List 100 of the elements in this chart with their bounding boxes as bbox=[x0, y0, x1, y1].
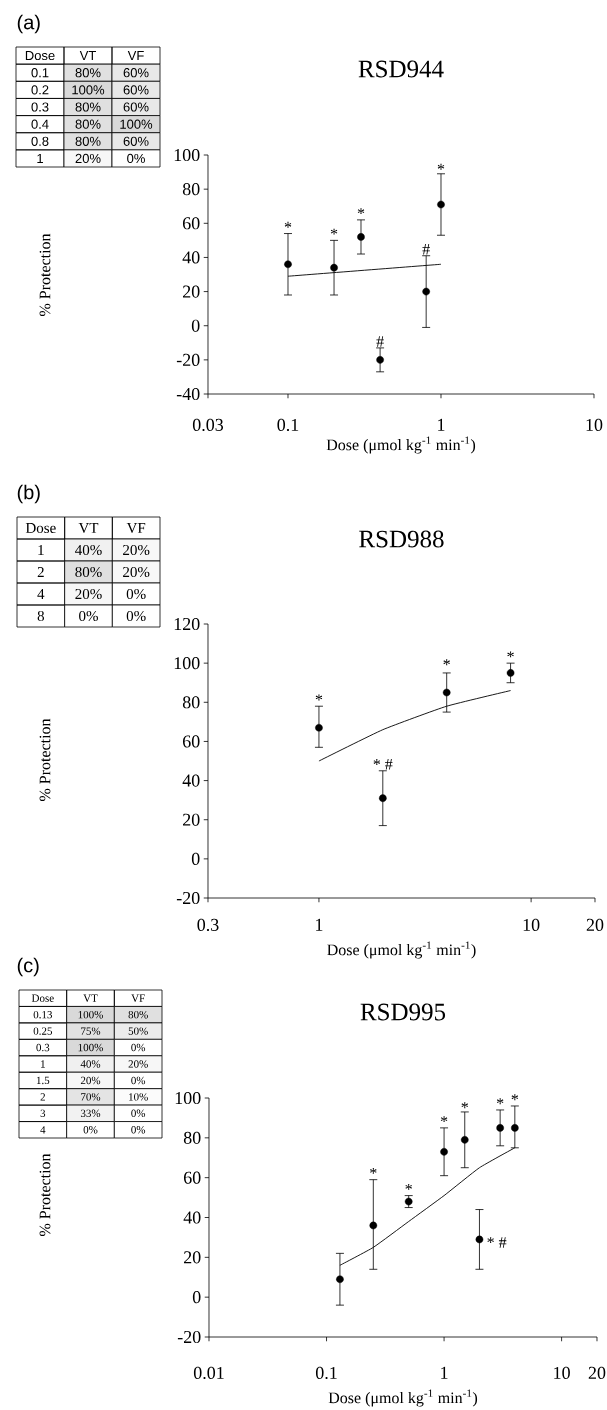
annotation: * bbox=[440, 1116, 448, 1123]
y-tick-label: 20 bbox=[183, 813, 200, 826]
x-tick-label: VT bbox=[79, 51, 96, 61]
y-axis-title: Dose bbox=[25, 51, 55, 61]
y-tick-label: -20 bbox=[176, 891, 200, 905]
annotation: * bbox=[443, 659, 450, 666]
x-tick-label: 0.01 bbox=[193, 1366, 224, 1380]
data-label: 20% bbox=[128, 1060, 148, 1068]
y-tick-label: 4 bbox=[37, 589, 45, 599]
y-tick-label: -20 bbox=[176, 353, 200, 366]
y-tick-label: 0 bbox=[192, 1291, 201, 1304]
annotation: * bbox=[496, 1098, 504, 1105]
x-axis-title: Dose (μmol kg$^{-1}$ min$^{-1}$) bbox=[328, 1389, 478, 1407]
x-tick-label: VF bbox=[126, 522, 146, 534]
data-label: 80% bbox=[75, 102, 101, 112]
y-axis-title: % Protection bbox=[39, 233, 51, 317]
x-tick-label: 20 bbox=[588, 1366, 606, 1379]
data-label: 20% bbox=[75, 153, 101, 164]
annotation: * bbox=[370, 1167, 377, 1174]
y-tick-label: 80 bbox=[182, 696, 200, 709]
annotation: * bbox=[284, 221, 292, 228]
x-tick-label: 1 bbox=[441, 1366, 448, 1379]
data-label: 80% bbox=[75, 119, 101, 129]
y-tick-label: 100 bbox=[174, 148, 200, 162]
data-label: 10% bbox=[129, 1093, 148, 1101]
y-tick-label: 1.5 bbox=[36, 1076, 50, 1085]
x-tick-label: VF bbox=[127, 51, 144, 61]
x-tick-label: VT bbox=[78, 522, 99, 534]
y-tick-label: 2 bbox=[37, 567, 44, 577]
data-label: 0% bbox=[79, 610, 98, 622]
data-label: 40% bbox=[75, 544, 102, 556]
annotation: * bbox=[330, 228, 338, 235]
point bbox=[315, 723, 323, 732]
y-tick-label: 0.1 bbox=[31, 68, 49, 78]
x-tick-label: VT bbox=[83, 994, 98, 1002]
y-axis-title: % Protection bbox=[39, 718, 51, 802]
data-label: 50% bbox=[128, 1027, 148, 1035]
chart-title: RSD988 bbox=[359, 530, 444, 548]
data-label: 100% bbox=[120, 119, 153, 129]
data-label: 20% bbox=[80, 1076, 101, 1085]
y-tick-label: 2 bbox=[40, 1093, 45, 1101]
x-tick-label: 10 bbox=[554, 1366, 570, 1379]
data-label: 60% bbox=[123, 85, 149, 95]
y-tick-label: 60 bbox=[182, 735, 200, 748]
x-tick-label: 0.1 bbox=[315, 1366, 337, 1380]
annotation: * bbox=[511, 1094, 519, 1101]
y-tick-label: 120 bbox=[174, 617, 200, 631]
y-tick-label: 20 bbox=[182, 285, 200, 298]
x-tick-label: 1 bbox=[316, 918, 323, 931]
data-label: 100% bbox=[78, 1010, 103, 1019]
annotation: * # bbox=[373, 759, 393, 770]
y-tick-label: 0.25 bbox=[33, 1027, 53, 1035]
y-tick-label: 20 bbox=[184, 1251, 201, 1264]
y-axis-title: % Protection bbox=[39, 1153, 51, 1236]
data-label: 100% bbox=[78, 1043, 103, 1052]
data-label: 0% bbox=[126, 610, 146, 622]
y-tick-label: 0.3 bbox=[31, 102, 49, 112]
chart-title: (b) bbox=[17, 484, 40, 504]
data-label: 80% bbox=[75, 136, 101, 146]
annotation: * bbox=[357, 208, 365, 215]
y-tick-label: 40 bbox=[182, 774, 200, 787]
data-label: 75% bbox=[81, 1027, 101, 1035]
x-axis-title: Dose (μmol kg$^{-1}$ min$^{-1}$) bbox=[326, 436, 476, 454]
data-label: 80% bbox=[75, 68, 101, 78]
y-tick-label: 1 bbox=[37, 153, 43, 163]
y-tick-label: 40 bbox=[183, 1211, 201, 1224]
x-tick-label: 1 bbox=[438, 418, 445, 431]
point bbox=[379, 794, 387, 802]
y-tick-label: 0.4 bbox=[31, 119, 49, 129]
x-tick-label: 0.1 bbox=[277, 418, 299, 432]
data-label: 20% bbox=[123, 544, 150, 556]
annotation: * bbox=[461, 1102, 468, 1109]
y-axis-title: Dose bbox=[31, 994, 54, 1002]
annotation: * bbox=[315, 694, 323, 701]
data-label: 60% bbox=[123, 102, 149, 112]
y-tick-label: 0.8 bbox=[31, 136, 49, 146]
annotation: # bbox=[422, 244, 430, 255]
chart-title: (a) bbox=[17, 14, 40, 34]
y-axis-title: Dose bbox=[25, 523, 56, 533]
annotation: * bbox=[437, 163, 445, 170]
data-label: 80% bbox=[75, 566, 102, 578]
data-label: 0% bbox=[131, 1109, 146, 1118]
data-label: 0% bbox=[131, 1043, 146, 1052]
x-tick-label: 10 bbox=[586, 418, 603, 431]
y-tick-label: 1 bbox=[41, 1060, 45, 1068]
data-label: 40% bbox=[80, 1060, 101, 1068]
data-label: 0% bbox=[131, 1126, 146, 1134]
annotation: * bbox=[507, 651, 514, 658]
annotation: # bbox=[376, 336, 384, 347]
y-tick-label: 100 bbox=[174, 657, 200, 670]
x-axis-title: Dose (μmol kg$^{-1}$ min$^{-1}$) bbox=[327, 941, 476, 959]
y-tick-label: -20 bbox=[177, 1330, 201, 1344]
y-tick-label: 4 bbox=[40, 1126, 46, 1134]
x-tick-label: VF bbox=[131, 994, 145, 1002]
x-tick-label: 20 bbox=[586, 918, 604, 931]
data-label: 60% bbox=[123, 136, 149, 146]
y-tick-label: 80 bbox=[182, 183, 200, 196]
y-tick-label: 8 bbox=[37, 610, 45, 622]
data-label: 0% bbox=[131, 1076, 146, 1085]
x-tick-label: 0.03 bbox=[192, 418, 224, 432]
